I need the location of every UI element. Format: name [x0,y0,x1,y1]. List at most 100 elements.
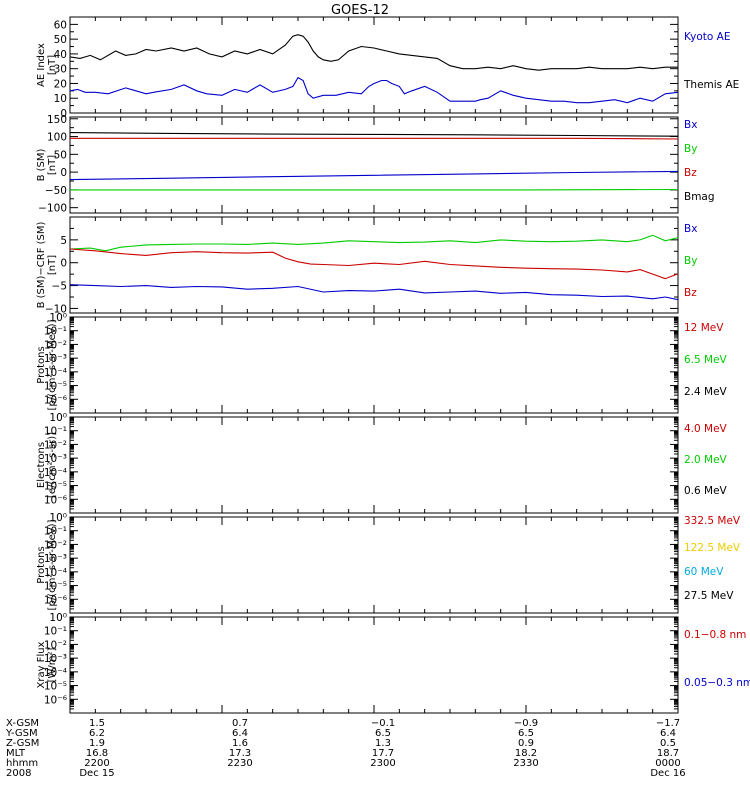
y-tick-label: 10⁻⁵ [44,681,67,693]
panel-frame [69,616,679,714]
y-tick-label: 10⁰ [49,312,67,324]
y-tick-label: 10⁻² [44,439,67,451]
y-axis-label: Protons[p/(cm²-s-sr-MeV)] [36,319,58,410]
y-tick-label: 10⁰ [49,612,67,624]
footer-value: 2330 [513,758,538,769]
y-tick-label: 60 [54,19,67,31]
panel-frame [69,216,679,314]
y-tick-label: 10⁰ [49,412,67,424]
footer-value: 17.3 [229,748,251,759]
y-tick-label: −100 [38,203,67,215]
y-tick-label: 30 [54,64,67,76]
y-tick-label: 100 [47,132,67,144]
footer-value: −0.1 [371,718,395,729]
footer-row-label: X-GSM [6,718,39,729]
footer-value: 0.5 [660,738,676,749]
series-line-kyoto-ae [69,76,679,104]
panel-frame [69,316,679,414]
panel-5: 10⁰ 10⁻¹10⁻² 10⁻³ 10⁻⁴ 10⁻⁵10⁻⁶Electrons[e/(… [36,412,728,514]
legend-entry: 60 MeV [684,566,724,578]
legend-entry: Bz [684,287,697,299]
y-tick-label: 10⁻⁶ [44,694,67,706]
footer-value: 6.4 [232,728,248,739]
legend-entry: By [684,143,697,155]
legend-entry: 2.4 MeV [684,386,728,398]
series-line-bx [69,284,679,301]
y-tick-label: 10⁻¹ [44,326,67,338]
y-tick-label: 10⁻¹ [44,426,67,438]
footer-row-label: hhmm [6,758,38,769]
legend-entry: 0.1−0.8 nm [684,629,746,641]
footer-row-label: Z-GSM [6,738,39,749]
y-tick-label: 10⁻³ [44,353,67,365]
y-tick-label: 10⁻² [44,639,67,651]
footer-value: 1.6 [232,738,248,749]
y-tick-label: 10 [54,93,67,105]
y-tick-label: 10⁻² [44,339,67,351]
y-tick-label: 10⁻⁵ [44,381,67,393]
y-tick-label: 5 [60,235,67,247]
y-tick-label: 10⁻⁴ [44,467,67,479]
legend-entry: 27.5 MeV [684,590,734,602]
legend-entry: 0.6 MeV [684,485,728,497]
y-tick-label: 10⁻⁴ [44,667,67,679]
legend-entry: Kyoto AE [684,31,730,43]
panel-frame [69,116,679,214]
y-tick-label: 10⁻³ [44,453,67,465]
footer-value: 0.7 [232,718,248,729]
panel-7: 10⁰ 10⁻¹10⁻² 10⁻³ 10⁻⁴ 10⁻⁵10⁻⁶ Xray Flux[W/m… [36,612,750,714]
ephemeris-footer: X-GSMY-GSMZ-GSMMLThhmm20081.56.21.916.82… [5,718,686,779]
y-tick-label: 10⁻⁶ [44,594,67,606]
footer-value: 1.3 [375,738,391,749]
y-axis-label: B (SM)−CRF (SM)[nT] [36,221,58,308]
footer-value: 2300 [370,758,395,769]
footer-row-label: Y-GSM [5,728,38,739]
y-tick-label: −10 [45,303,67,315]
legend-entry: 4.0 MeV [684,423,728,435]
footer-value: 0.9 [518,738,534,749]
y-axis-label: Xray Flux[W/m²] [36,641,58,688]
y-tick-label: 10⁻¹ [44,626,67,638]
legend-entry: 12 MeV [684,322,724,334]
series-line-by [69,234,679,252]
footer-value: 6.5 [375,728,391,739]
legend-entry: Bmag [684,191,715,203]
legend-entry: Themis AE [683,79,739,91]
panel-1: 0 10 20 30 40 50 60 AE Index[nT] Kyoto AE Themis … [36,16,739,120]
legend-entry: Bx [684,119,697,131]
footer-value: 2230 [227,758,252,769]
panel-2: −100 −50 0 50 100 150 B (SM)[nT] Bx By Bz Bmag [36,114,715,215]
panel-4: 10⁰ 10⁻¹10⁻² 10⁻³ 10⁻⁴ 10⁻⁵10⁻⁶Protons[p/(cm… [36,312,728,414]
legend-entry: 0.05−0.3 nm [684,677,750,689]
panel-3: −10 −5 0 5B (SM)−CRF (SM)[nT] Bx By Bz [36,216,697,315]
legend-entry: 6.5 MeV [684,354,728,366]
footer-value: 18.2 [515,748,537,759]
footer-value: 6.5 [518,728,534,739]
legend-entry: 122.5 MeV [684,542,741,554]
y-tick-label: 10⁻⁵ [44,481,67,493]
legend-entry: 332.5 MeV [684,515,741,527]
y-tick-label: 0 [60,167,67,179]
plot-title: GOES-12 [331,3,389,18]
footer-value: 16.8 [86,748,108,759]
y-tick-label: 40 [54,49,67,61]
y-tick-label: 50 [54,149,67,161]
y-tick-label: −5 [52,281,67,293]
footer-value: 1.5 [89,718,105,729]
footer-value: Dec 15 [79,768,114,779]
footer-value: −1.7 [656,718,680,729]
footer-value: 17.7 [372,748,394,759]
y-axis-label: Protons[p/(cm²-s-sr-MeV)] [36,519,58,610]
footer-value: 2200 [84,758,109,769]
footer-value: 6.4 [660,728,676,739]
footer-row-label: 2008 [6,768,31,779]
y-tick-label: 10⁻⁶ [44,494,67,506]
y-tick-label: 10⁻⁵ [44,581,67,593]
series-line-bx [69,170,679,181]
panel-frame [69,516,679,614]
y-tick-label: 10⁻³ [44,553,67,565]
y-tick-label: 0 [60,258,67,270]
y-tick-label: 10⁻¹ [44,526,67,538]
